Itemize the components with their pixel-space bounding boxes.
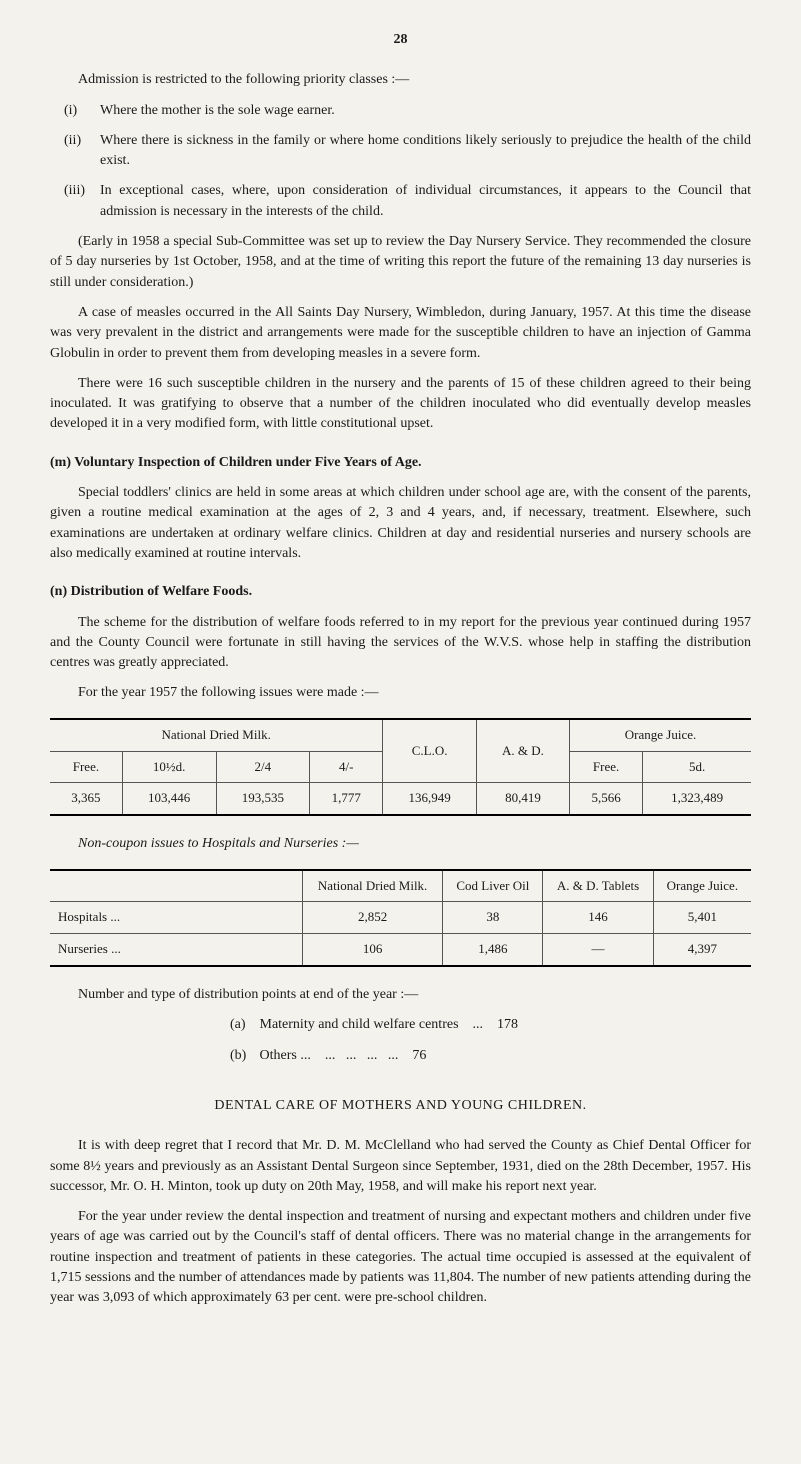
milk-free: Free. — [50, 751, 122, 783]
cell: 1,323,489 — [643, 783, 751, 815]
cell: 1,777 — [310, 783, 383, 815]
dist-lead: Number and type of distribution points a… — [50, 985, 751, 1005]
h-ad: A. & D. Tablets — [543, 870, 653, 902]
issues-table: National Dried Milk. C.L.O. A. & D. Oran… — [50, 718, 751, 817]
roman-iii: (iii) — [64, 181, 100, 201]
cell: — — [543, 934, 653, 966]
row-nurseries: Nurseries ... — [50, 934, 302, 966]
priority-text-2: Where there is sickness in the family or… — [100, 133, 751, 168]
section-n-p2: For the year 1957 the following issues w… — [50, 683, 751, 703]
h-clo: Cod Liver Oil — [443, 870, 543, 902]
cell: 4,397 — [653, 934, 751, 966]
section-n-p1: The scheme for the distribution of welfa… — [50, 613, 751, 674]
section-n-heading: (n) Distribution of Welfare Foods. — [50, 582, 751, 602]
dist-b-text: Others ... — [260, 1048, 311, 1063]
priority-text-1: Where the mother is the sole wage earner… — [100, 103, 335, 118]
noncoupon-table: National Dried Milk. Cod Liver Oil A. & … — [50, 869, 751, 968]
admission-lead: Admission is restricted to the following… — [50, 70, 751, 90]
dist-a: (a) Maternity and child welfare centres … — [230, 1015, 751, 1035]
table-row: National Dried Milk. C.L.O. A. & D. Oran… — [50, 719, 751, 751]
dist-a-text: Maternity and child welfare centres — [260, 1017, 459, 1032]
noncoupon-caption: Non-coupon issues to Hospitals and Nurse… — [78, 834, 751, 854]
cell: 136,949 — [383, 783, 477, 815]
intro-para-3: There were 16 such susceptible children … — [50, 374, 751, 435]
h-oj: Orange Juice. — [653, 870, 751, 902]
priority-text-3: In exceptional cases, where, upon consid… — [100, 183, 751, 218]
oj-5d: 5d. — [643, 751, 751, 783]
priority-item-1: (i)Where the mother is the sole wage ear… — [50, 101, 751, 121]
dist-b-label: (b) — [230, 1046, 256, 1066]
cell: 103,446 — [122, 783, 216, 815]
cell: 80,419 — [476, 783, 569, 815]
milk-24: 2/4 — [216, 751, 310, 783]
roman-ii: (ii) — [64, 131, 100, 151]
dist-b: (b) Others ... ... ... ... ... 76 — [230, 1046, 751, 1066]
page-number: 28 — [50, 30, 751, 50]
dist-a-val: 178 — [497, 1017, 518, 1032]
dental-p2: For the year under review the dental ins… — [50, 1207, 751, 1308]
h-milk: National Dried Milk. — [302, 870, 443, 902]
dental-heading: DENTAL CARE OF MOTHERS AND YOUNG CHILDRE… — [50, 1096, 751, 1116]
cell: 5,401 — [653, 902, 751, 934]
table-row: 3,365 103,446 193,535 1,777 136,949 80,4… — [50, 783, 751, 815]
col-clo: C.L.O. — [383, 719, 477, 783]
cell: 193,535 — [216, 783, 310, 815]
cell: 5,566 — [570, 783, 643, 815]
cell: 2,852 — [302, 902, 443, 934]
cell: 38 — [443, 902, 543, 934]
milk-10hd: 10½d. — [122, 751, 216, 783]
col-ad: A. & D. — [476, 719, 569, 783]
col-milk: National Dried Milk. — [50, 719, 383, 751]
dist-b-val: 76 — [412, 1048, 426, 1063]
row-hospitals: Hospitals ... — [50, 902, 302, 934]
cell: 146 — [543, 902, 653, 934]
priority-item-2: (ii)Where there is sickness in the famil… — [50, 131, 751, 172]
col-oj: Orange Juice. — [570, 719, 751, 751]
table-row: Hospitals ... 2,852 38 146 5,401 — [50, 902, 751, 934]
table-row: National Dried Milk. Cod Liver Oil A. & … — [50, 870, 751, 902]
intro-para-1: (Early in 1958 a special Sub-Committee w… — [50, 232, 751, 293]
milk-4: 4/- — [310, 751, 383, 783]
dist-a-label: (a) — [230, 1015, 256, 1035]
priority-list: (i)Where the mother is the sole wage ear… — [50, 101, 751, 222]
roman-i: (i) — [64, 101, 100, 121]
dental-p1: It is with deep regret that I record tha… — [50, 1136, 751, 1197]
oj-free: Free. — [570, 751, 643, 783]
section-m-body: Special toddlers' clinics are held in so… — [50, 483, 751, 564]
h-blank — [50, 870, 302, 902]
cell: 3,365 — [50, 783, 122, 815]
cell: 106 — [302, 934, 443, 966]
priority-item-3: (iii)In exceptional cases, where, upon c… — [50, 181, 751, 222]
intro-para-2: A case of measles occurred in the All Sa… — [50, 303, 751, 364]
section-m-heading: (m) Voluntary Inspection of Children und… — [50, 453, 751, 473]
cell: 1,486 — [443, 934, 543, 966]
table-row: Nurseries ... 106 1,486 — 4,397 — [50, 934, 751, 966]
